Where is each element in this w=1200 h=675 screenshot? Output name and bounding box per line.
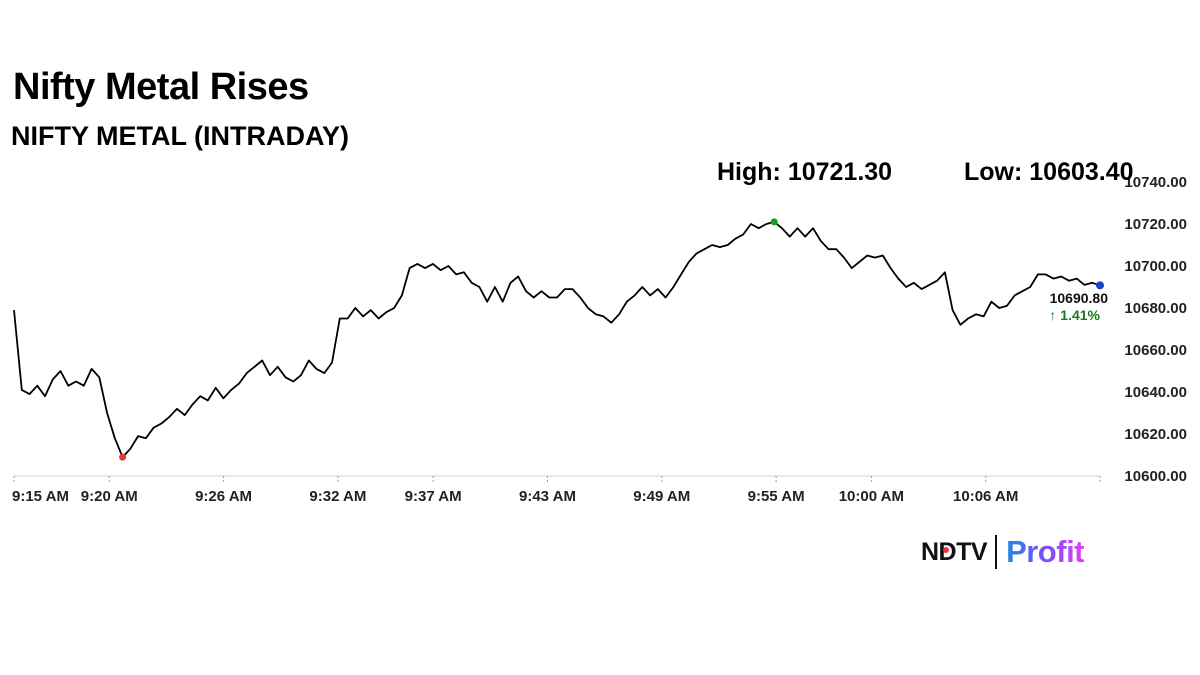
x-tick-label: 9:55 AM	[748, 488, 805, 505]
x-tick-label: 9:37 AM	[405, 488, 462, 505]
logo-dot-icon	[943, 547, 949, 553]
last-value-label: 10690.80	[1050, 290, 1109, 306]
low-stat: Low: 10603.40	[964, 158, 1134, 186]
ndtv-profit-logo: NDTV Profit	[921, 532, 1084, 572]
y-tick-label: 10660.00	[1124, 342, 1187, 359]
x-tick-label: 9:32 AM	[309, 488, 366, 505]
last-change-label: ↑ 1.41%	[1049, 307, 1100, 323]
y-tick-label: 10700.00	[1124, 258, 1187, 275]
last-point-marker	[1096, 281, 1104, 290]
y-tick-label: 10620.00	[1124, 426, 1187, 443]
chart-title: Nifty Metal Rises	[13, 66, 309, 108]
y-tick-label: 10600.00	[1124, 468, 1187, 485]
x-tick-label: 9:20 AM	[81, 488, 138, 505]
y-tick-label: 10740.00	[1124, 174, 1187, 191]
price-line	[13, 221, 1101, 458]
high-stat: High: 10721.30	[717, 158, 893, 186]
x-tick-label: 9:15 AM	[12, 488, 69, 505]
x-tick-label: 10:00 AM	[839, 488, 904, 505]
y-tick-label: 10720.00	[1124, 216, 1187, 233]
logo-divider	[995, 535, 998, 569]
chart-subtitle: NIFTY METAL (INTRADAY)	[11, 121, 350, 151]
logo-profit: Profit	[1006, 534, 1084, 569]
x-tick-label: 9:26 AM	[195, 488, 252, 505]
x-tick-label: 10:06 AM	[953, 488, 1018, 505]
high-point-marker	[770, 218, 778, 226]
y-tick-label: 10640.00	[1124, 384, 1187, 401]
x-tick-label: 9:43 AM	[519, 488, 576, 505]
y-tick-label: 10680.00	[1124, 300, 1187, 317]
low-point-marker	[119, 453, 127, 461]
logo-ndtv: NDTV	[921, 537, 988, 566]
x-tick-label: 9:49 AM	[633, 488, 690, 505]
